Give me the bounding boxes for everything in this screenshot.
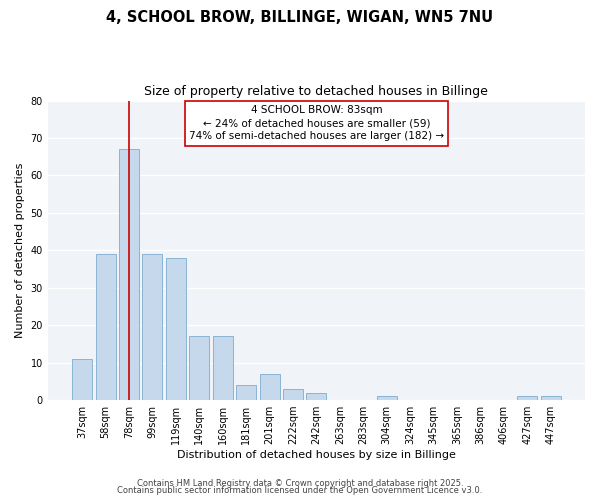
Bar — [72, 359, 92, 400]
Text: 4 SCHOOL BROW: 83sqm
← 24% of detached houses are smaller (59)
74% of semi-detac: 4 SCHOOL BROW: 83sqm ← 24% of detached h… — [189, 105, 444, 142]
Bar — [307, 392, 326, 400]
Bar — [517, 396, 537, 400]
Bar — [377, 396, 397, 400]
X-axis label: Distribution of detached houses by size in Billinge: Distribution of detached houses by size … — [177, 450, 456, 460]
Text: 4, SCHOOL BROW, BILLINGE, WIGAN, WN5 7NU: 4, SCHOOL BROW, BILLINGE, WIGAN, WN5 7NU — [106, 10, 494, 25]
Title: Size of property relative to detached houses in Billinge: Size of property relative to detached ho… — [145, 85, 488, 98]
Text: Contains public sector information licensed under the Open Government Licence v3: Contains public sector information licen… — [118, 486, 482, 495]
Bar — [283, 389, 303, 400]
Bar — [95, 254, 116, 400]
Bar — [166, 258, 186, 400]
Bar — [142, 254, 163, 400]
Bar — [260, 374, 280, 400]
Y-axis label: Number of detached properties: Number of detached properties — [15, 162, 25, 338]
Bar — [119, 149, 139, 400]
Bar — [190, 336, 209, 400]
Bar — [236, 385, 256, 400]
Bar — [541, 396, 560, 400]
Bar — [213, 336, 233, 400]
Text: Contains HM Land Registry data © Crown copyright and database right 2025.: Contains HM Land Registry data © Crown c… — [137, 478, 463, 488]
